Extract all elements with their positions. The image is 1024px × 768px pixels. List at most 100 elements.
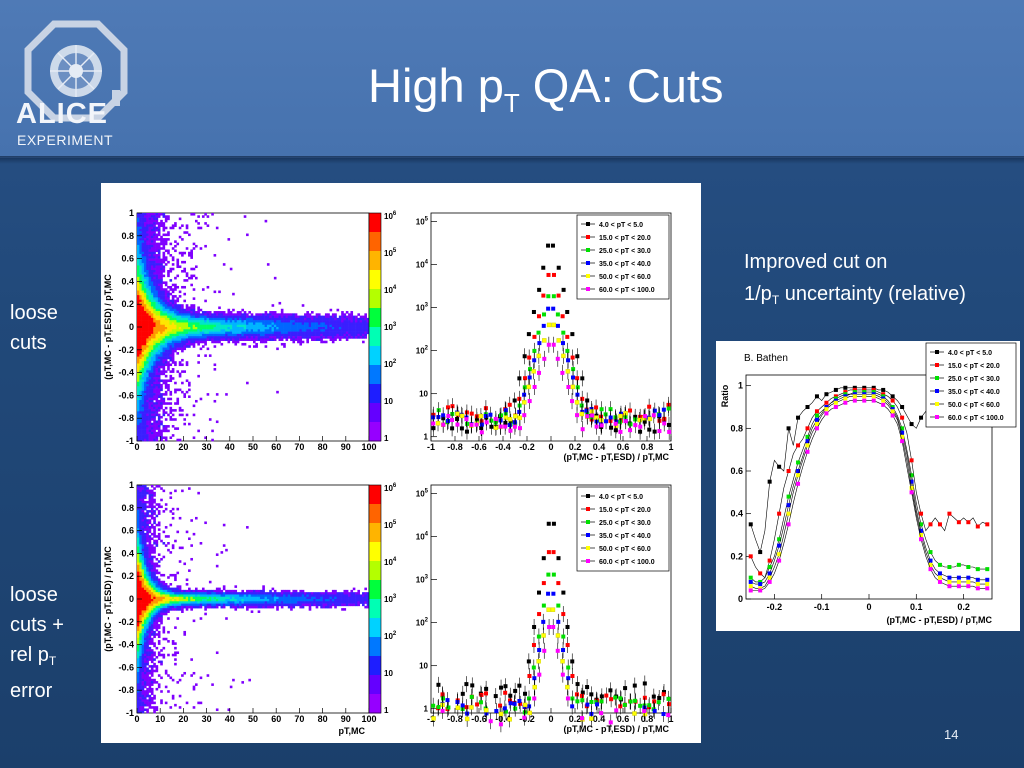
heatmap-cell xyxy=(253,599,256,602)
heatmap-cell xyxy=(269,592,272,595)
heatmap-cell xyxy=(364,596,367,600)
heatmap-cell xyxy=(143,589,147,593)
heatmap-cell xyxy=(167,336,170,339)
heatmap-cell xyxy=(137,496,140,499)
heatmap-cell xyxy=(308,601,312,604)
heatmap-cell xyxy=(137,587,140,591)
heatmap-cell xyxy=(176,322,180,326)
heatmap-cell xyxy=(218,331,221,335)
heatmap-cell xyxy=(150,381,154,385)
heatmap-cell xyxy=(343,320,347,323)
data-point xyxy=(566,358,571,363)
heatmap-cell xyxy=(155,215,159,218)
heatmap-cell xyxy=(241,320,245,323)
heatmap-cell xyxy=(146,279,149,282)
heatmap-cell xyxy=(155,219,159,223)
heatmap-cell xyxy=(215,327,219,330)
heatmap-cell xyxy=(248,594,251,598)
heatmap-cell xyxy=(192,274,196,278)
heatmap-cell xyxy=(185,231,189,234)
heatmap-cell xyxy=(183,327,187,330)
heatmap-cell xyxy=(141,425,145,428)
heatmap-cell xyxy=(150,281,154,284)
heatmap-cell xyxy=(178,304,182,307)
heatmap-cell xyxy=(185,247,189,250)
heatmap-cell xyxy=(178,706,182,709)
heatmap-cell xyxy=(206,605,210,609)
data-point xyxy=(628,422,633,427)
heatmap-cell xyxy=(334,596,337,600)
title-suffix: QA: Cuts xyxy=(519,59,724,112)
heatmap-cell xyxy=(169,322,173,326)
heatmap-cell xyxy=(141,662,145,666)
heatmap-cell xyxy=(137,324,140,328)
heatmap-cell xyxy=(266,605,270,609)
heatmap-cell xyxy=(229,331,233,335)
heatmap-cell xyxy=(141,690,145,693)
data-point xyxy=(546,322,552,328)
heatmap-cell xyxy=(155,621,159,625)
data-point xyxy=(508,428,513,433)
heatmap-cell xyxy=(227,599,231,602)
heatmap-cell xyxy=(185,329,189,332)
y-tick-label: 102 xyxy=(416,346,429,356)
heatmap-cell xyxy=(160,327,163,330)
heatmap-cell xyxy=(146,633,149,636)
heatmap-cell xyxy=(141,640,145,643)
heatmap-cell xyxy=(276,608,279,611)
heatmap-cell xyxy=(183,292,187,296)
heatmap-cell xyxy=(160,363,163,367)
heatmap-cell xyxy=(139,573,142,577)
data-points xyxy=(431,243,672,441)
heatmap-cell xyxy=(248,324,251,328)
heatmap-cell xyxy=(197,329,200,332)
heatmap-cell xyxy=(248,345,251,348)
heatmap-cell xyxy=(287,331,291,335)
heatmap-cell xyxy=(181,390,184,394)
data-point xyxy=(647,404,652,409)
data-point xyxy=(450,426,455,431)
heatmap-cell xyxy=(146,285,149,289)
heatmap-cell xyxy=(341,311,344,314)
heatmap-cell xyxy=(348,336,351,339)
figure-main: 0 10 20 30 40 50 60 70 80 90 10010.80.60.40.20-0.2… xyxy=(101,183,701,743)
data-point xyxy=(436,415,441,420)
heatmap-cell xyxy=(162,336,166,339)
heatmap-cell xyxy=(174,295,177,298)
heatmap-cell xyxy=(143,514,147,518)
heatmap-cell xyxy=(183,315,187,319)
heatmap-cell xyxy=(143,535,147,538)
heatmap-cell xyxy=(241,336,245,339)
data-point xyxy=(446,418,451,423)
heatmap-cell xyxy=(174,390,177,394)
heatmap-cell xyxy=(157,327,161,330)
heatmap-cell xyxy=(137,644,140,648)
heatmap-cell xyxy=(262,589,265,593)
heatmap-cell xyxy=(222,315,226,319)
heatmap-cell xyxy=(176,317,180,321)
heatmap-cell xyxy=(148,573,152,577)
heatmap-cell xyxy=(153,386,156,389)
heatmap-cell xyxy=(141,217,145,221)
heatmap-cell xyxy=(292,329,296,332)
heatmap-cell xyxy=(222,599,226,602)
heatmap-cell xyxy=(322,340,326,344)
heatmap-cell xyxy=(345,327,349,330)
heatmap-cell xyxy=(211,315,214,319)
heatmap-cell xyxy=(357,327,361,330)
heatmap-cell xyxy=(153,427,156,430)
heatmap-cell xyxy=(273,324,277,328)
heatmap-cell xyxy=(141,505,145,509)
heatmap-cell xyxy=(327,596,330,600)
heatmap-cell xyxy=(329,331,333,335)
heatmap-cell xyxy=(264,592,268,595)
legend-marker xyxy=(586,261,590,265)
heatmap-cell xyxy=(164,352,168,355)
heatmap-cell xyxy=(169,379,173,383)
heatmap-cell xyxy=(236,594,240,598)
heatmap-cell xyxy=(213,603,217,607)
heatmap-cell xyxy=(143,331,147,335)
heatmap-cell xyxy=(153,215,156,218)
heatmap-cell xyxy=(271,338,275,341)
heatmap-cell xyxy=(178,329,182,332)
